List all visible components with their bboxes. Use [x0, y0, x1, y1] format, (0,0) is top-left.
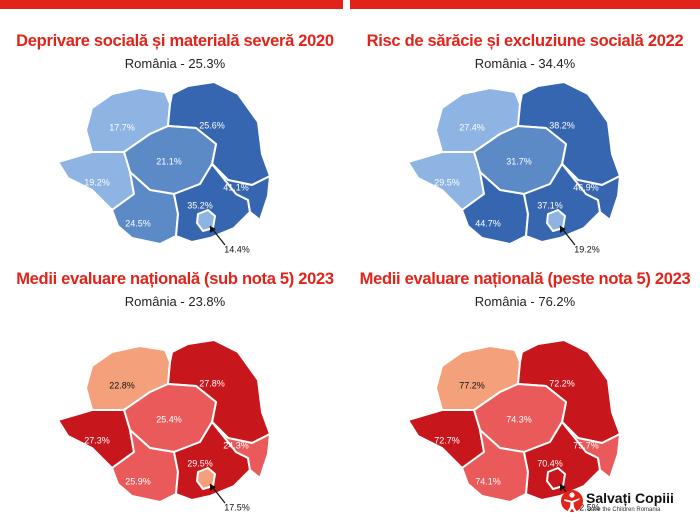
region-se	[561, 163, 621, 221]
region-value-nw: 17.7%	[109, 122, 135, 132]
panel-title: Deprivare socială și materială severă 20…	[16, 32, 334, 50]
region-value-ne: 72.2%	[549, 378, 575, 388]
region-value-se: 75.7%	[573, 440, 599, 450]
panel-national-value: România - 76.2%	[474, 294, 576, 309]
map-panel: Medii evaluare națională (peste nota 5) …	[350, 262, 700, 524]
region-se	[211, 163, 271, 221]
bucharest-pointer-arrowhead	[210, 226, 216, 233]
bucharest-value: 19.2%	[574, 244, 600, 254]
romania-map: 17.7% 25.6% 21.1% 19.2% 24.5% 35.2% 41.1% 14.4%	[57, 81, 271, 254]
logo-name: Salvați Copiii	[586, 490, 674, 506]
region-se	[561, 421, 621, 479]
region-value-ne: 25.6%	[199, 120, 225, 130]
child-figure-icon	[561, 490, 583, 513]
region-value-se: 46.9%	[573, 182, 599, 192]
panel-national-value: România - 34.4%	[474, 56, 576, 71]
region-value-w: 27.3%	[84, 435, 110, 445]
region-value-nw: 27.4%	[459, 122, 485, 132]
map-panel: Deprivare socială și materială severă 20…	[0, 0, 350, 262]
region-value-c: 31.7%	[506, 156, 532, 166]
region-value-s: 35.2%	[187, 200, 213, 210]
region-value-w: 19.2%	[84, 177, 110, 187]
panel-title: Medii evaluare națională (peste nota 5) …	[359, 270, 691, 288]
region-value-sw: 25.9%	[125, 476, 151, 486]
romania-map: 27.4% 38.2% 31.7% 29.5% 44.7% 37.1% 46.9% 19.2%	[407, 81, 621, 254]
region-value-s: 70.4%	[537, 458, 563, 468]
top-accent-bar-left	[0, 0, 343, 9]
region-value-sw: 74.1%	[475, 476, 501, 486]
region-value-c: 74.3%	[506, 414, 532, 424]
region-value-sw: 24.5%	[125, 218, 151, 228]
region-value-se: 24.3%	[223, 440, 249, 450]
region-value-c: 21.1%	[156, 156, 182, 166]
region-value-w: 29.5%	[434, 177, 460, 187]
bucharest-pointer-arrowhead	[210, 484, 216, 491]
panel-national-value: România - 25.3%	[124, 56, 226, 71]
bucharest-pointer-arrowhead	[560, 484, 566, 491]
bucharest-value: 82.5%	[574, 502, 600, 512]
region-value-sw: 44.7%	[475, 218, 501, 228]
panel-title: Medii evaluare națională (sub nota 5) 20…	[16, 270, 334, 288]
top-accent-bar-right	[350, 0, 700, 9]
bucharest-value: 17.5%	[224, 502, 250, 512]
region-value-ne: 27.8%	[199, 378, 225, 388]
region-value-se: 41.1%	[223, 182, 249, 192]
logo-tagline: Save the Children Romania	[587, 507, 661, 513]
romania-map: 77.2% 72.2% 74.3% 72.7% 74.1% 70.4% 75.7% 82.5%	[407, 339, 621, 512]
region-value-nw: 77.2%	[459, 380, 485, 390]
bucharest-pointer-arrowhead	[560, 226, 566, 233]
map-panel: Risc de sărăcie și excluziune socială 20…	[350, 0, 700, 262]
romania-map: 22.8% 27.8% 25.4% 27.3% 25.9% 29.5% 24.3% 17.5%	[57, 339, 271, 512]
region-value-s: 29.5%	[187, 458, 213, 468]
region-value-c: 25.4%	[156, 414, 182, 424]
region-se	[211, 421, 271, 479]
region-value-ne: 38.2%	[549, 120, 575, 130]
panel-national-value: România - 23.8%	[124, 294, 226, 309]
salvati-copiii-logo: Salvați Copiii Save the Children Romania	[560, 487, 700, 521]
region-value-nw: 22.8%	[109, 380, 135, 390]
bucharest-value: 14.4%	[224, 244, 250, 254]
region-value-s: 37.1%	[537, 200, 563, 210]
panel-title: Risc de sărăcie și excluziune socială 20…	[366, 32, 684, 50]
region-value-w: 72.7%	[434, 435, 460, 445]
map-panel: Medii evaluare națională (sub nota 5) 20…	[0, 262, 350, 524]
